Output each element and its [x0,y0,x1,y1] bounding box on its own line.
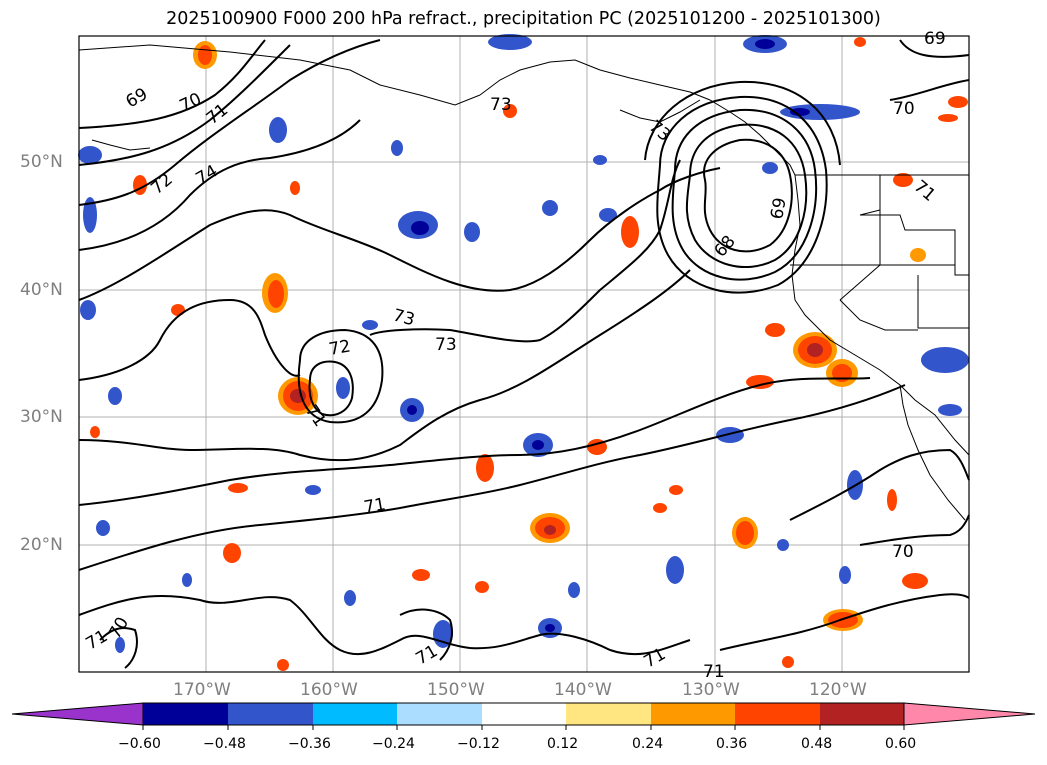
colorbar-tick-label: 0.48 [801,736,833,752]
colorbar-tick-label: 0.12 [547,736,579,752]
colorbar-segment [651,703,735,725]
lon-label-170w: 170°W [173,680,231,700]
lat-label-20n: 20°N [20,535,63,555]
contour-label: 70 [892,542,914,562]
colorbar [11,702,1036,730]
lat-label-40n: 40°N [20,280,63,300]
map-frame [78,35,970,673]
lat-label-50n: 50°N [20,152,63,172]
colorbar-segment [820,703,904,725]
colorbar-frame [142,702,905,726]
precipitation-anomalies [78,34,969,671]
lon-label-140w: 140°W [554,680,612,700]
colorbar-segment [228,703,313,725]
contour-label: 70 [893,99,915,119]
contour-label: 73 [490,95,512,115]
lon-label-130w: 130°W [682,680,740,700]
colorbar-tick-label: −0.48 [203,736,246,752]
colorbar-tick-label: 0.60 [885,736,917,752]
colorbar-tick-label: 0.24 [632,736,664,752]
colorbar-extend-low [11,702,144,726]
contour-labels: 69 70 71 72 74 73 73 72 71 73 73 68 69 7… [83,29,946,682]
lon-label-160w: 160°W [300,680,358,700]
colorbar-tick-label: −0.60 [118,736,161,752]
refractivity-contours [78,39,970,669]
lat-label-30n: 30°N [20,407,63,427]
colorbar-segment [735,703,820,725]
lon-label-120w: 120°W [809,680,867,700]
colorbar-segment [397,703,482,725]
contour-label: 71 [703,662,725,682]
colorbar-segment [482,703,566,725]
contour-label: 69 [767,196,790,221]
gridlines [79,36,969,672]
colorbar-tick-label: −0.12 [457,736,500,752]
contour-label: 72 [327,336,352,359]
colorbar-tick-label: 0.36 [716,736,748,752]
contour-label: 69 [924,29,946,49]
colorbar-tick-label: −0.36 [288,736,331,752]
contour-label: 71 [362,494,387,517]
colorbar-segment [566,703,651,725]
contour-label: 73 [435,335,457,355]
colorbar-segment [143,703,228,725]
colorbar-tick-label: −0.24 [372,736,415,752]
colorbar-segment [313,703,397,725]
lon-label-150w: 150°W [427,680,485,700]
map-title: 2025100900 F000 200 hPa refract., precip… [166,9,881,29]
colorbar-extend-high [903,702,1036,726]
